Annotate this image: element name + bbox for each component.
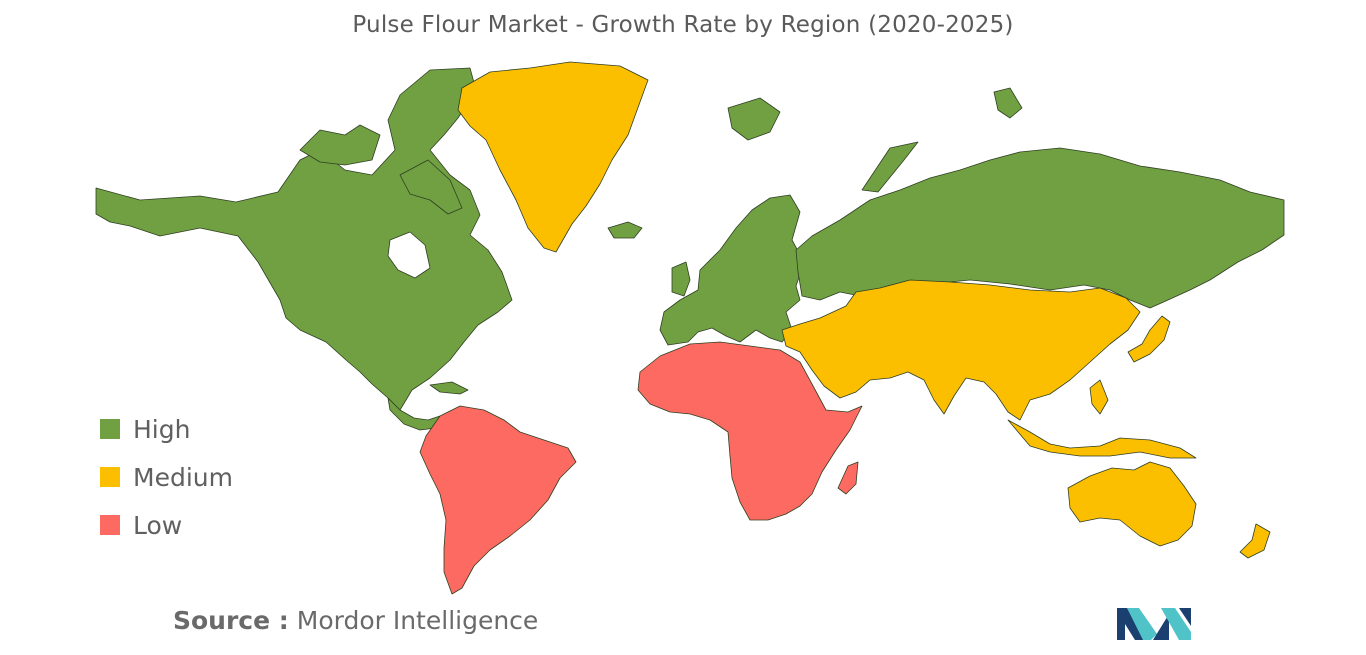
region-indonesia[interactable]	[1007, 419, 1197, 459]
region-middle-east-asia[interactable]	[781, 279, 1141, 421]
legend-label-high: High	[133, 414, 191, 444]
region-north-island[interactable]	[993, 87, 1023, 119]
region-russia[interactable]	[795, 147, 1285, 309]
legend-item-high: High	[100, 405, 233, 453]
legend-swatch-low	[100, 515, 120, 535]
region-africa[interactable]	[637, 341, 863, 521]
region-australia[interactable]	[1067, 461, 1197, 547]
legend-item-low: Low	[100, 501, 233, 549]
region-south-america[interactable]	[419, 405, 577, 595]
legend: High Medium Low	[100, 405, 233, 549]
region-uk[interactable]	[671, 261, 691, 297]
region-baffin-island[interactable]	[399, 159, 463, 215]
legend-item-medium: Medium	[100, 453, 233, 501]
region-madagascar[interactable]	[837, 461, 859, 495]
source-name: Mordor Intelligence	[296, 606, 539, 635]
region-japan[interactable]	[1127, 315, 1171, 363]
source-prefix: Source :	[173, 606, 289, 635]
region-north-america[interactable]	[95, 67, 513, 411]
region-iceland[interactable]	[607, 221, 643, 239]
region-arctic-islands[interactable]	[299, 124, 381, 166]
region-novaya-zemlya[interactable]	[861, 141, 919, 193]
legend-swatch-medium	[100, 467, 120, 487]
source-text: Source : Mordor Intelligence	[173, 606, 538, 635]
hudson-bay	[387, 231, 431, 279]
region-new-zealand[interactable]	[1239, 523, 1271, 559]
region-europe[interactable]	[659, 194, 805, 346]
region-philippines[interactable]	[1089, 379, 1109, 415]
legend-swatch-high	[100, 419, 120, 439]
region-svalbard[interactable]	[727, 97, 781, 141]
region-caribbean[interactable]	[429, 381, 469, 395]
mordor-intelligence-logo-icon	[1117, 608, 1191, 640]
legend-label-low: Low	[133, 510, 183, 540]
chart-title: Pulse Flour Market - Growth Rate by Regi…	[352, 12, 1014, 38]
region-greenland[interactable]	[457, 61, 649, 253]
legend-label-medium: Medium	[133, 462, 233, 492]
